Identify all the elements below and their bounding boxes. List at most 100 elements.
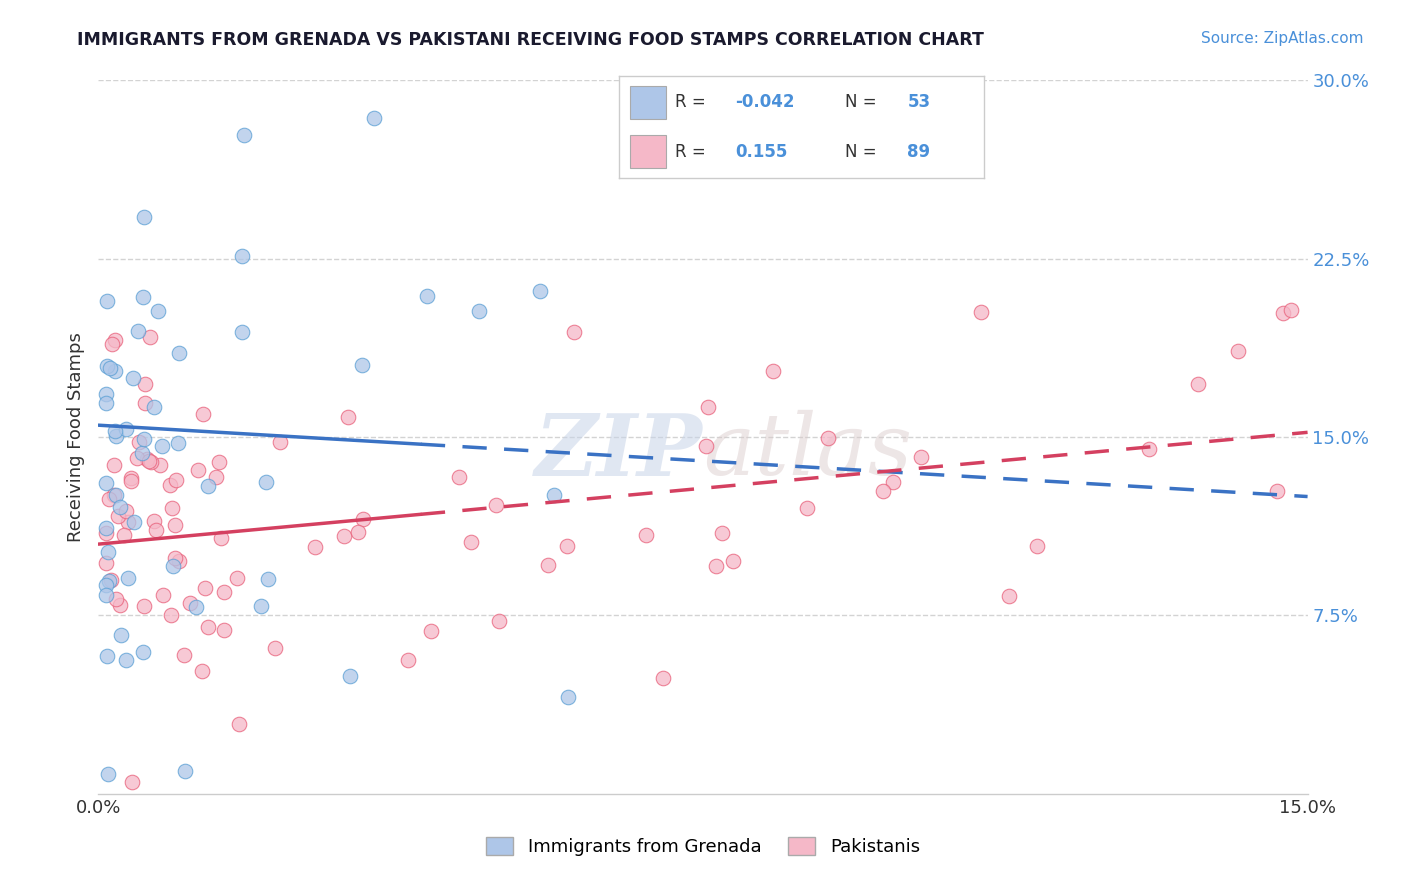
Bar [630,87,666,119]
Point [128,435,150,450]
Point [333,529,356,543]
Text: 53: 53 [907,94,931,112]
Point [152,588,174,602]
Point [105,591,128,606]
Point [339,669,361,683]
Point [136,451,159,466]
Point [96,521,118,535]
Point [970,304,993,318]
Point [96,648,118,663]
Point [117,571,139,585]
Point [96,578,118,592]
Point [132,645,155,659]
Point [347,525,370,540]
Text: R =: R = [675,94,706,112]
Point [165,517,187,532]
Point [488,615,510,629]
Point [134,395,156,409]
Point [160,501,183,516]
Point [910,450,932,464]
Point [107,508,129,523]
Point [115,504,138,518]
Point [115,422,138,436]
Point [150,440,173,454]
Text: 89: 89 [907,143,931,161]
Point [416,289,439,303]
Bar [630,136,666,168]
Point [194,581,217,595]
Point [420,624,443,639]
Point [108,598,131,612]
Point [149,458,172,472]
Point [193,407,215,421]
Point [173,648,195,662]
Point [762,364,785,378]
Point [167,346,190,360]
Text: IMMIGRANTS FROM GRENADA VS PAKISTANI RECEIVING FOOD STAMPS CORRELATION CHART: IMMIGRANTS FROM GRENADA VS PAKISTANI REC… [77,31,984,49]
Point [96,556,118,570]
Point [231,326,253,340]
Point [352,512,374,526]
Point [796,501,818,516]
Point [447,470,470,484]
Point [197,620,219,634]
Y-axis label: Receiving Food Stamps: Receiving Food Stamps [66,332,84,542]
Point [117,516,139,530]
Point [143,401,166,415]
Point [204,470,226,484]
Point [104,424,127,438]
Point [723,554,745,568]
Point [396,653,419,667]
Point [1226,344,1249,359]
Point [96,387,118,401]
Text: 0.155: 0.155 [735,143,787,161]
Point [110,627,132,641]
Point [1265,484,1288,499]
Text: Source: ZipAtlas.com: Source: ZipAtlas.com [1201,31,1364,46]
Point [104,488,127,502]
Point [555,539,578,553]
Legend: Immigrants from Grenada, Pakistanis: Immigrants from Grenada, Pakistanis [479,830,927,863]
Point [179,596,201,610]
Point [98,361,121,376]
Point [208,455,231,469]
Point [131,446,153,460]
Point [225,571,247,585]
Point [127,324,149,338]
Text: N =: N = [845,94,877,112]
Point [187,463,209,477]
Text: -0.042: -0.042 [735,94,796,112]
Point [146,304,169,318]
Point [468,304,491,318]
Point [1137,442,1160,456]
Point [97,545,120,559]
Point [543,488,565,502]
Point [160,608,183,623]
Point [131,290,153,304]
Point [121,775,143,789]
Point [529,284,551,298]
Point [143,514,166,528]
Point [114,653,136,667]
Point [124,515,146,529]
Point [1281,302,1303,317]
Point [104,333,127,347]
Point [363,111,385,125]
Text: R =: R = [675,143,706,161]
Point [122,370,145,384]
Point [233,128,256,142]
Point [103,458,125,473]
Point [1026,539,1049,553]
Point [1187,377,1209,392]
Point [100,573,122,587]
Point [562,325,585,339]
Point [96,525,118,540]
Point [165,473,187,487]
Point [997,589,1019,603]
Point [214,623,236,637]
Point [173,764,195,778]
Point [132,432,155,446]
Point [557,690,579,705]
Point [184,599,207,614]
Point [882,475,904,489]
